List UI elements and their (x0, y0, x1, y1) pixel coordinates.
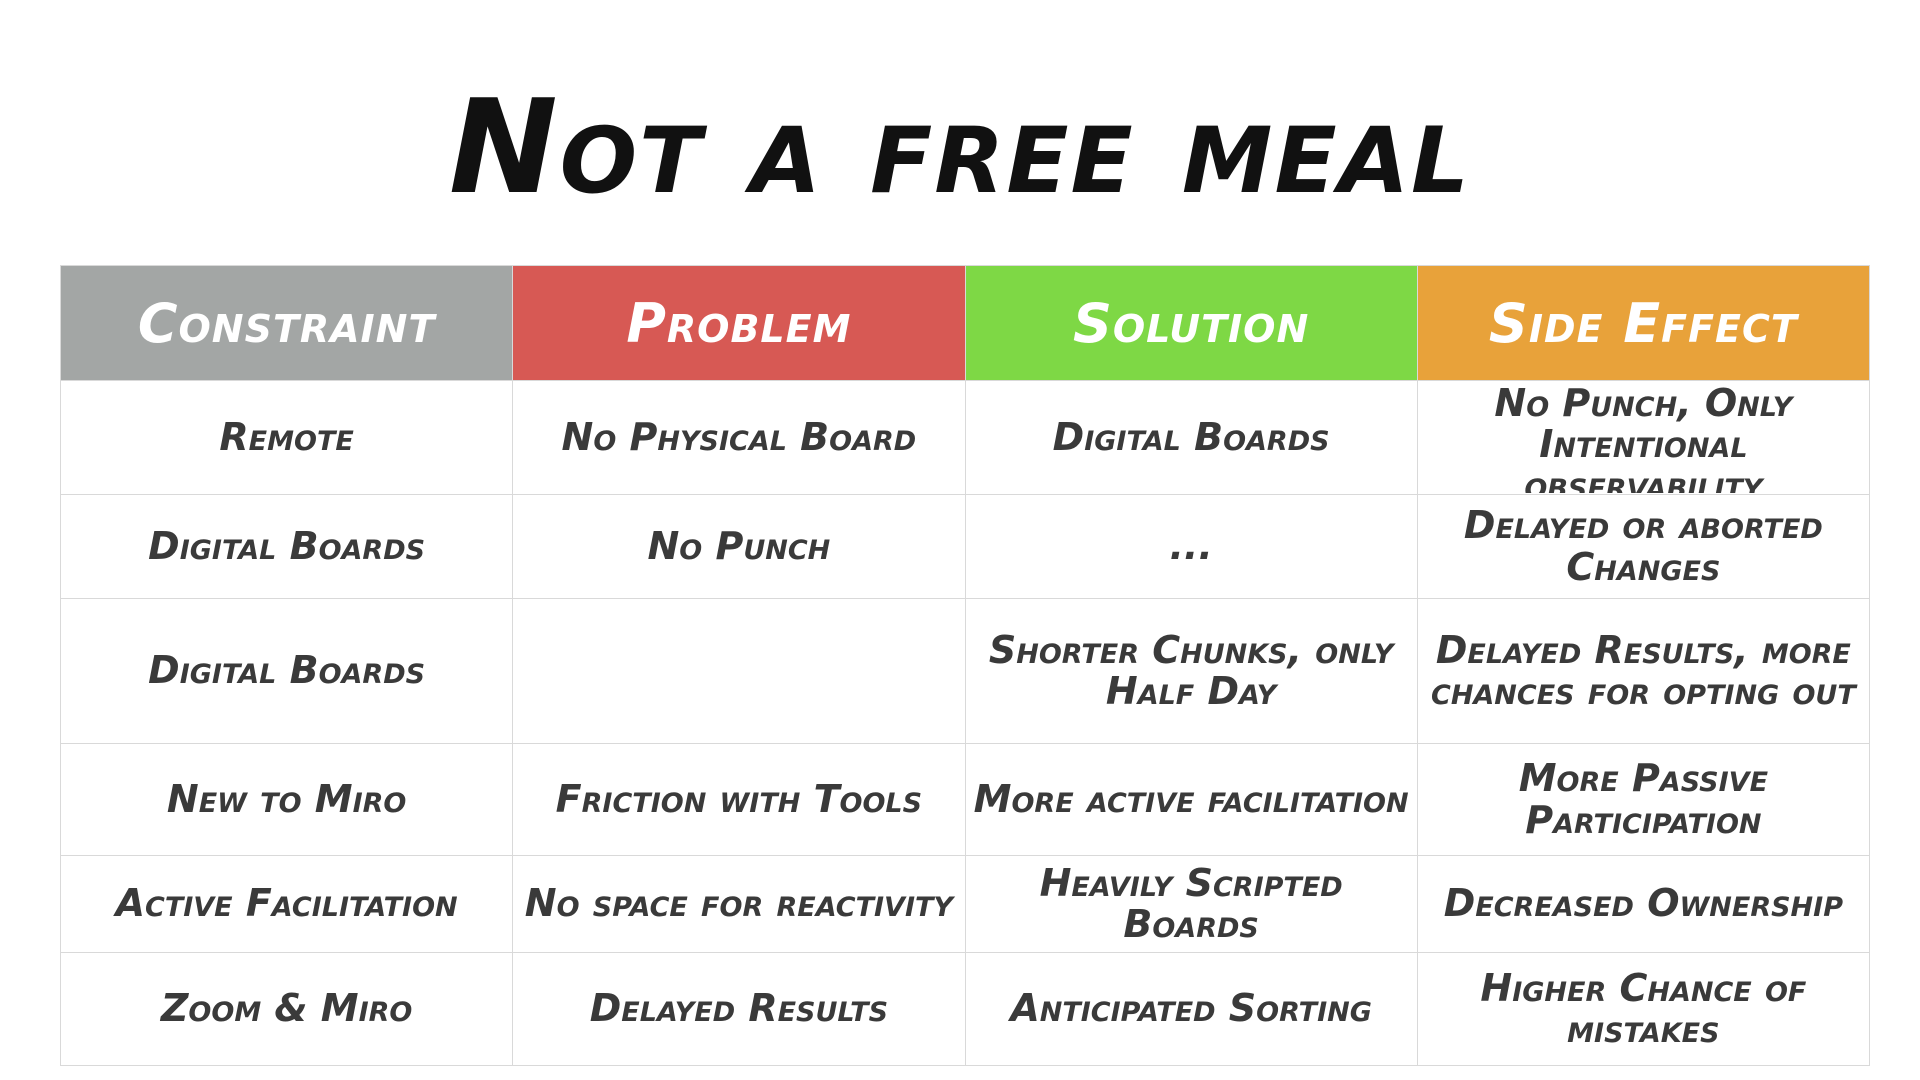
cell-solution: More active facilitation (964, 743, 1418, 856)
constraint-table: Constraint Problem Solution Side Effect … (59, 265, 1871, 1066)
cell-solution: ... (964, 494, 1418, 599)
cell-side-effect: Delayed or aborted Changes (1416, 494, 1871, 599)
header-solution: Solution (964, 265, 1418, 381)
cell-solution: Digital Boards (964, 380, 1418, 495)
cell-constraint: Active Facilitation (59, 855, 514, 953)
cell-side-effect: No Punch, Only Intentional observability (1416, 380, 1871, 495)
cell-solution: Anticipated Sorting (964, 952, 1418, 1066)
cell-side-effect: Decreased Ownership (1416, 855, 1871, 953)
cell-problem: No Physical Board (512, 380, 966, 495)
slide-title: Not a free meal (448, 71, 1472, 223)
table-row: Remote No Physical Board Digital Boards … (59, 380, 1871, 495)
cell-constraint: Zoom & Miro (59, 952, 514, 1066)
cell-problem: Friction with Tools (512, 743, 966, 856)
cell-constraint: Digital Boards (59, 598, 514, 744)
cell-problem: No space for reactivity (512, 855, 966, 953)
table-row: Digital Boards Shorter Chunks, only Half… (59, 598, 1871, 744)
cell-problem: Delayed Results (512, 952, 966, 1066)
table-row: Zoom & Miro Delayed Results Anticipated … (59, 952, 1871, 1066)
table-row: Digital Boards No Punch ... Delayed or a… (59, 494, 1871, 599)
cell-constraint: Digital Boards (59, 494, 514, 599)
header-problem: Problem (512, 265, 966, 381)
cell-constraint: New to Miro (59, 743, 514, 856)
table-header-row: Constraint Problem Solution Side Effect (59, 265, 1871, 381)
table-row: Active Facilitation No space for reactiv… (59, 855, 1871, 953)
cell-constraint: Remote (59, 380, 514, 495)
cell-problem: No Punch (512, 494, 966, 599)
cell-side-effect: More Passive Participation (1416, 743, 1871, 856)
header-constraint: Constraint (59, 265, 514, 381)
table-row: New to Miro Friction with Tools More act… (59, 743, 1871, 856)
cell-side-effect: Delayed Results, more chances for opting… (1416, 598, 1871, 744)
cell-solution: Shorter Chunks, only Half Day (964, 598, 1418, 744)
cell-side-effect: Higher Chance of mistakes (1416, 952, 1871, 1066)
cell-solution: Heavily Scripted Boards (964, 855, 1418, 953)
header-side-effect: Side Effect (1416, 265, 1871, 381)
cell-problem (512, 598, 966, 744)
